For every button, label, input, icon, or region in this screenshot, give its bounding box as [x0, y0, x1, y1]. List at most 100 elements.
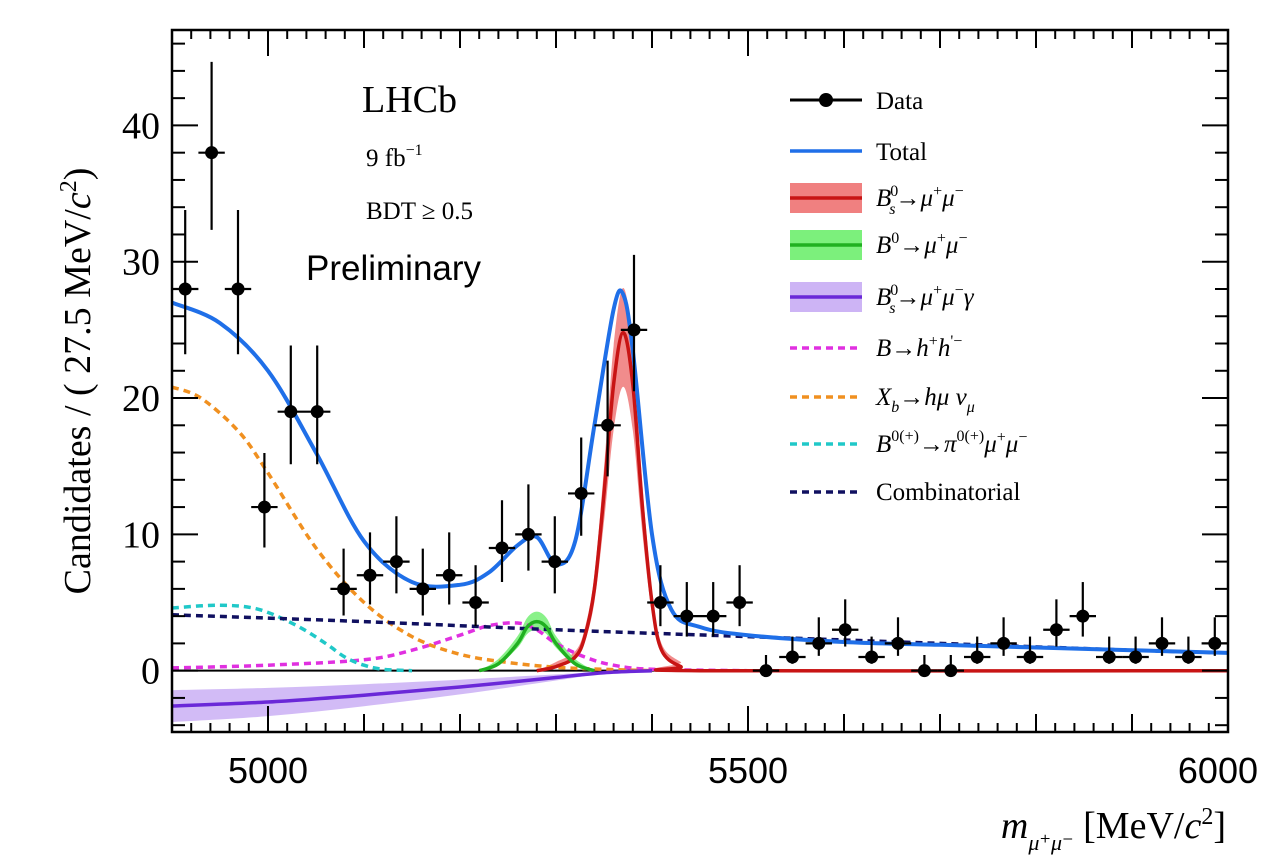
- x-axis-title-close: ]: [1213, 805, 1226, 847]
- x-tick-label: 5500: [708, 750, 788, 791]
- data-marker: [574, 486, 588, 500]
- lumi-value: 9 fb: [366, 145, 406, 172]
- data-point: [409, 548, 436, 616]
- data-point: [779, 636, 806, 664]
- curve-b-s-0: [536, 330, 1228, 673]
- data-marker: [812, 636, 826, 650]
- data-point: [251, 453, 278, 548]
- data-point: [752, 654, 780, 678]
- y-axis-title-close: ): [57, 168, 99, 181]
- data-marker: [416, 582, 430, 596]
- data-marker: [627, 323, 641, 337]
- data-point: [462, 565, 489, 627]
- data-marker: [389, 555, 403, 569]
- data-marker: [284, 405, 298, 419]
- data-point: [436, 532, 463, 605]
- luminosity-label: 9 fb−1: [366, 142, 423, 172]
- y-tick-label: 0: [141, 651, 160, 693]
- data-marker: [310, 405, 324, 419]
- data-marker: [891, 636, 905, 650]
- legend-data-label: Data: [876, 88, 923, 115]
- x-axis-title-c: c: [1184, 805, 1201, 847]
- data-point: [673, 582, 700, 637]
- y-axis-title-text: Candidates / ( 27.5 MeV/: [57, 209, 99, 595]
- data-marker: [970, 650, 984, 664]
- y-axis-title-c: c: [57, 192, 99, 209]
- x-axis-title-sub: μ⁺μ⁻: [1027, 830, 1073, 855]
- legend-xb-label: Xb→hμ νμ: [875, 384, 975, 416]
- legend-comb-label: Combinatorial: [876, 479, 1020, 506]
- y-tick-label: 30: [122, 242, 160, 284]
- data-point: [832, 599, 859, 647]
- curve-b-0: [478, 619, 596, 673]
- data-marker: [759, 664, 773, 678]
- curve-b-0-0: [172, 603, 413, 673]
- data-marker: [785, 650, 799, 664]
- y-tick-label: 10: [122, 514, 160, 556]
- data-marker: [865, 650, 879, 664]
- data-point: [568, 437, 595, 536]
- legend-bhh-label: B→h+h'−: [876, 333, 962, 362]
- data-point: [172, 210, 199, 355]
- uncertainty-bands: [172, 288, 1228, 722]
- data-point: [1016, 636, 1044, 664]
- data-marker: [733, 596, 747, 610]
- data-marker: [178, 282, 192, 296]
- data-point: [277, 345, 304, 465]
- data-point: [1096, 636, 1123, 664]
- lumi-exponent: −1: [406, 142, 423, 159]
- legend-data-marker: [819, 93, 833, 107]
- x-axis-title-m: m: [1001, 805, 1028, 847]
- data-point: [304, 345, 331, 465]
- data-point: [1201, 617, 1228, 656]
- preliminary-label: Preliminary: [306, 249, 482, 288]
- experiment-label: LHCb: [362, 79, 457, 121]
- data-marker: [1129, 650, 1143, 664]
- data-marker: [601, 418, 615, 432]
- data-marker: [838, 623, 852, 637]
- data-point: [647, 565, 674, 627]
- x-tick-label: 6000: [1178, 750, 1258, 791]
- x-axis-title-exp: 2: [1201, 804, 1213, 830]
- fit-curves: [172, 288, 1228, 708]
- legend-bd-label: B0→μ+μ−: [876, 230, 967, 259]
- data-point: [1148, 617, 1176, 656]
- curve-total: [172, 288, 1228, 655]
- y-tick-label: 20: [122, 378, 160, 420]
- data-point: [964, 636, 991, 664]
- data-marker: [548, 555, 562, 569]
- y-axis-title: Candidates / ( 27.5 MeV/c2): [56, 168, 99, 595]
- data-point: [884, 617, 912, 656]
- data-marker: [680, 609, 694, 623]
- band-b-s-0: [172, 670, 652, 722]
- data-marker: [1102, 650, 1116, 664]
- data-marker: [442, 568, 456, 582]
- data-point: [1175, 636, 1202, 664]
- data-point: [805, 617, 832, 656]
- data-marker: [1181, 650, 1195, 664]
- data-marker: [205, 146, 219, 160]
- legend-total-label: Total: [876, 139, 927, 166]
- y-axis-title-exp: 2: [56, 180, 82, 192]
- curve-x-b-h: [172, 385, 653, 673]
- data-point: [356, 532, 384, 605]
- data-marker: [997, 636, 1011, 650]
- data-marker: [257, 500, 271, 514]
- data-marker: [653, 596, 667, 610]
- data-point: [620, 254, 648, 392]
- data-marker: [706, 609, 720, 623]
- data-point: [858, 636, 885, 664]
- data-point: [383, 516, 410, 594]
- axis-ticks: 5000 5500 6000 0 10 20 30 40: [122, 30, 1258, 791]
- data-point: [1069, 582, 1096, 637]
- bdt-cut-label: BDT ≥ 0.5: [366, 198, 473, 225]
- x-tick-label: 5000: [228, 750, 308, 791]
- data-point: [700, 582, 727, 637]
- data-point: [937, 654, 964, 678]
- data-marker: [1023, 650, 1037, 664]
- legend: Data Total B0 s→μ+μ− B0→μ+μ− B0 s→μ+μ−γ B→…: [790, 88, 1027, 506]
- data-point: [541, 516, 568, 594]
- data-point: [224, 210, 252, 355]
- data-marker: [1076, 609, 1090, 623]
